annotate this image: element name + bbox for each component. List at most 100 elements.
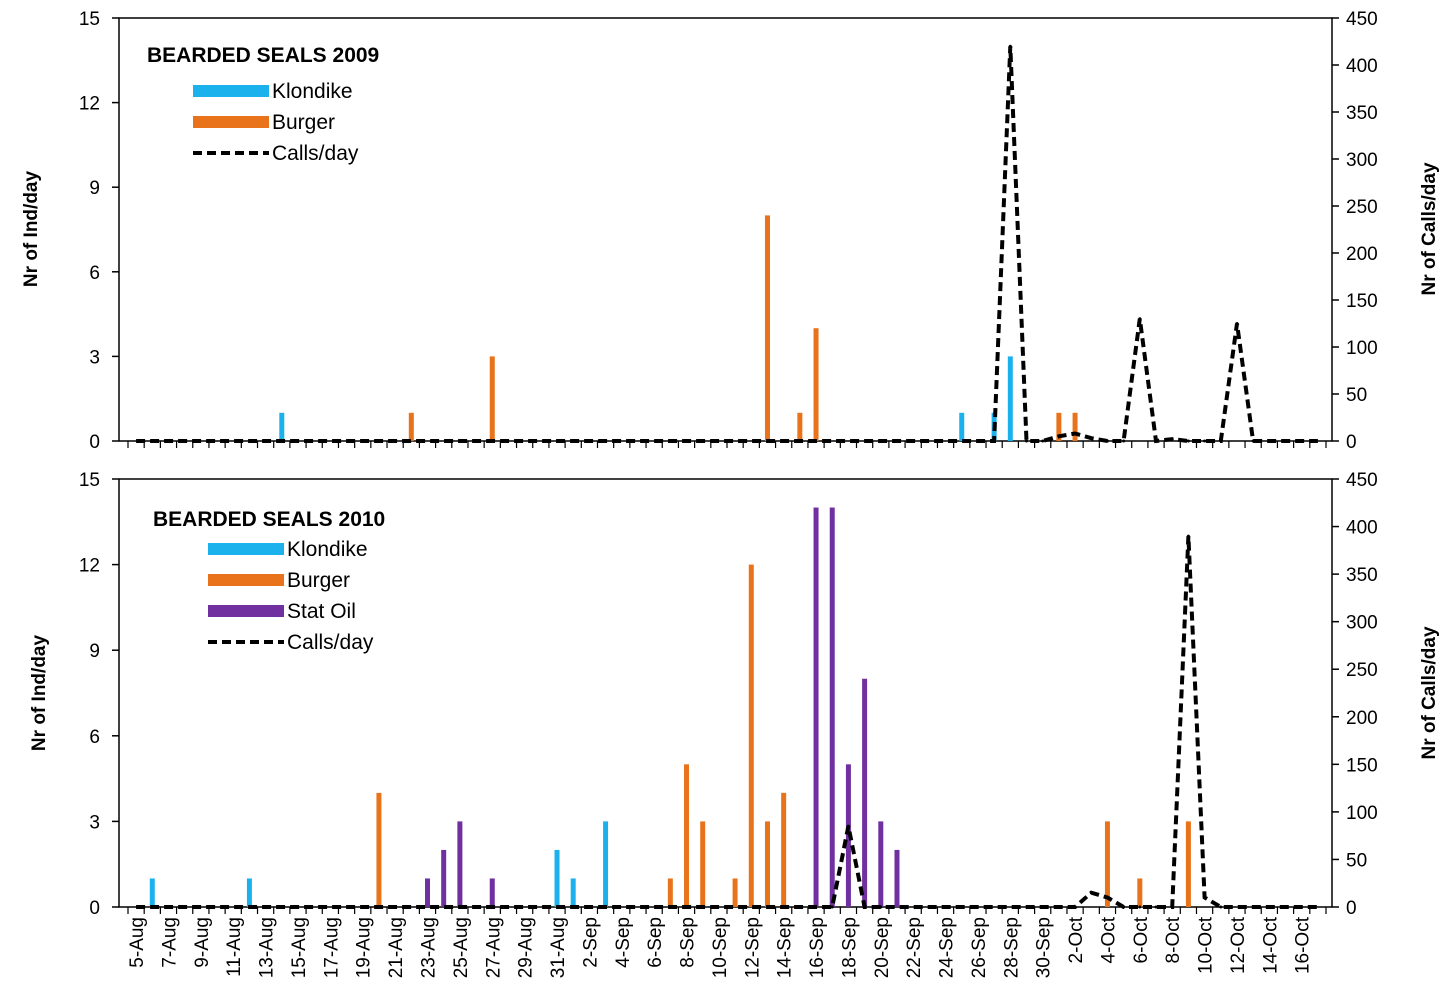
bar-klondike: Klondike 3-Sep: 3 [603,821,609,907]
calls-point [879,905,883,909]
right-axis-ticks: 0 50 100 150 200 250 300 350 400 450 [1332,9,1378,453]
x-tick-label: 28-Sep [1001,917,1022,978]
x-axis-labels: 5-Aug 7-Aug 9-Aug 11-Aug 13-Aug 15-Aug 17-Aug 1… [127,916,1314,978]
calls-point [1186,534,1190,538]
bar-stat-oil: Stat Oil 19-Sep: 8 [862,678,868,907]
bar-klondike: Klondike 25-Sep: 1 [959,412,965,441]
bar-stat-oil: Stat Oil 16-Sep: 14 [813,507,819,907]
calls-point [1235,322,1239,325]
calls-point [1154,439,1158,443]
left-tick-label: 0 [89,898,100,919]
x-tick-label: 6-Oct [1131,916,1152,963]
left-axis-ticks: 0 3 6 9 12 15 [79,9,119,453]
calls-line [136,44,1318,444]
right-tick-label: 300 [1346,150,1378,171]
chart-title: BEARDED SEALS 2010 [153,508,385,531]
x-tick-label: 16-Sep [807,917,828,978]
right-axis-title: Nr of Calls/day [1419,162,1440,295]
x-tick-label: 16-Oct [1293,916,1314,974]
left-tick-label: 0 [89,432,100,453]
chart-panel-2009: BEARDED SEALS 2009 Nr of Ind/day Nr of C… [21,9,1440,453]
calls-point [1138,905,1142,909]
calls-point [846,824,850,828]
x-tick-label: 10-Sep [710,917,731,978]
bar-burger: Burger 6-Oct: 1 [1137,878,1143,907]
bar-stat-oil: Stat Oil 25-Aug: 3 [457,821,463,907]
left-tick-label: 15 [79,470,100,491]
legend-label: Burger [272,111,335,134]
x-tick-label: 21-Aug [386,917,407,978]
legend-label: Burger [287,569,350,592]
calls-point [1057,434,1061,438]
bar-burger: Burger 14-Sep: 4 [781,792,787,907]
legend-swatch [193,85,269,97]
x-tick-label: 20-Sep [872,917,893,978]
calls-point [1105,895,1109,899]
calls-point [1219,905,1223,909]
x-tick-label: 2-Sep [580,917,601,968]
bar-klondike: Klondike 28-Sep: 3 [1007,356,1013,441]
legend-label: Klondike [272,80,353,103]
calls-point [1170,437,1174,441]
right-tick-label: 100 [1346,803,1378,824]
calls-line [136,534,1318,909]
x-tick-label: 31-Aug [548,917,569,978]
x-tick-label: 6-Sep [645,917,666,968]
left-tick-label: 6 [89,263,100,284]
legend-swatch [193,116,269,128]
bar-burger: Burger 22-Aug: 1 [408,412,414,441]
bar-burger: Burger 8-Sep: 5 [684,764,690,907]
left-tick-label: 12 [79,94,100,115]
legend-label: Klondike [287,538,368,561]
left-tick-label: 9 [89,178,100,199]
bar-klondike: Klondike 6-Aug: 1 [149,878,155,907]
calls-point [1186,439,1190,443]
right-tick-label: 250 [1346,197,1378,218]
bar-stat-oil: Stat Oil 23-Aug: 1 [425,878,430,907]
calls-point [1105,439,1109,443]
legend: Klondike Burger Stat Oil Calls/day [208,538,374,654]
right-tick-label: 50 [1346,385,1367,406]
bar-burger: Burger 13-Sep: 8 [764,215,770,441]
calls-point [1089,436,1093,440]
calls-point [1219,439,1223,443]
bar-klondike: Klondike 14-Aug: 1 [279,412,285,441]
right-tick-label: 400 [1346,518,1378,539]
left-tick-label: 15 [79,9,100,30]
left-axis-ticks: 0 3 6 9 12 15 [79,470,119,919]
x-tick-label: 15-Aug [289,917,310,978]
bar-burger: Burger 16-Sep: 4 [813,328,819,441]
x-tick-label: 30-Sep [1034,917,1055,978]
right-tick-label: 0 [1346,432,1357,453]
x-tick-label: 18-Sep [839,917,860,978]
bar-klondike: Klondike 1-Sep: 1 [570,878,576,907]
calls-point [863,905,867,909]
x-tick-label: 5-Aug [127,917,148,968]
right-tick-label: 200 [1346,244,1378,265]
calls-point [992,439,996,443]
left-axis-title: Nr of Ind/day [21,171,42,288]
bar-stat-oil: Stat Oil 17-Sep: 14 [829,507,835,907]
bar-burger: Burger 13-Sep: 3 [764,821,770,907]
calls-point [1041,439,1045,443]
legend: Klondike Burger Calls/day [193,80,359,165]
bar-stat-oil: Stat Oil 27-Aug: 1 [489,878,495,907]
right-axis-title: Nr of Calls/day [1419,626,1440,759]
right-tick-label: 350 [1346,103,1378,124]
bar-burger: Burger 1-Oct: 1 [1056,412,1062,441]
legend-label: Calls/day [287,631,374,654]
right-tick-label: 400 [1346,56,1378,77]
x-tick-label: 2-Oct [1066,916,1087,963]
x-tick-label: 17-Aug [321,917,342,978]
x-tick-label: 9-Aug [192,917,213,968]
bar-stat-oil: Stat Oil 20-Sep: 3 [878,821,884,907]
left-tick-label: 12 [79,556,100,577]
bar-stat-oil: Stat Oil 21-Sep: 2 [894,849,900,907]
legend-label: Stat Oil [287,600,356,623]
x-tick-label: 4-Oct [1098,916,1119,963]
bar-series: Klondike 6-Aug: 1 Klondike 12-Aug: 1 Burge… [149,507,1191,907]
calls-per-day-line [136,536,1318,909]
right-tick-label: 50 [1346,850,1367,871]
bar-burger: Burger 4-Oct: 3 [1104,821,1110,907]
